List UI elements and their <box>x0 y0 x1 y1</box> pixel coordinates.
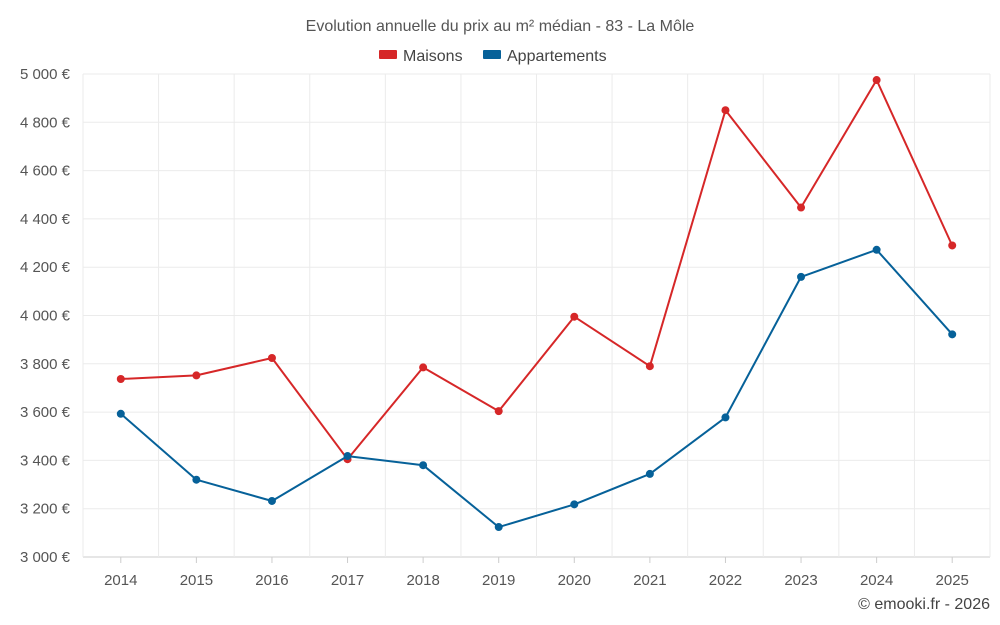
x-tick-label: 2023 <box>784 572 817 589</box>
legend: Maisons Appartements <box>379 48 607 65</box>
x-tick-label: 2020 <box>558 572 591 589</box>
x-tick-label: 2024 <box>860 572 893 589</box>
grid <box>82 73 991 558</box>
data-point-maisons[interactable] <box>419 363 428 372</box>
data-point-appartements[interactable] <box>721 413 730 422</box>
legend-item-appartements[interactable]: Appartements <box>483 48 607 65</box>
x-tick-label: 2018 <box>406 572 439 589</box>
legend-label-maisons: Maisons <box>403 48 463 65</box>
data-point-appartements[interactable] <box>343 452 352 461</box>
data-point-appartements[interactable] <box>570 500 579 509</box>
x-tick-label: 2022 <box>709 572 742 589</box>
y-tick-label: 4 400 € <box>20 211 71 228</box>
y-axis: 3 000 € 3 200 € 3 400 € 3 600 € 3 800 € 4 000… <box>20 66 71 566</box>
legend-item-maisons[interactable]: Maisons <box>379 48 463 65</box>
data-point-appartements[interactable] <box>192 475 201 484</box>
y-tick-label: 3 800 € <box>20 356 71 373</box>
series-line-appartements <box>120 248 953 529</box>
data-point-appartements[interactable] <box>116 409 125 418</box>
data-point-appartements[interactable] <box>645 469 654 478</box>
data-point-appartements[interactable] <box>797 272 806 281</box>
y-tick-label: 4 000 € <box>20 308 71 325</box>
legend-label-appartements: Appartements <box>507 48 607 65</box>
data-point-maisons[interactable] <box>192 371 201 380</box>
x-tick-label: 2025 <box>936 572 969 589</box>
data-point-appartements[interactable] <box>948 330 957 339</box>
data-point-appartements[interactable] <box>267 496 276 505</box>
data-point-maisons[interactable] <box>948 241 957 250</box>
data-point-maisons[interactable] <box>494 407 503 416</box>
y-tick-label: 3 400 € <box>20 452 71 469</box>
data-point-maisons[interactable] <box>872 76 881 85</box>
credit-text: © emooki.fr - 2026 <box>858 596 990 613</box>
data-point-maisons[interactable] <box>570 312 579 321</box>
data-point-maisons[interactable] <box>645 362 654 371</box>
data-point-appartements[interactable] <box>419 461 428 470</box>
x-tick-label: 2014 <box>104 572 137 589</box>
data-point-maisons[interactable] <box>797 203 806 212</box>
series <box>116 76 957 532</box>
data-point-maisons[interactable] <box>116 375 125 384</box>
y-tick-label: 5 000 € <box>20 66 71 83</box>
y-tick-label: 3 200 € <box>20 501 71 518</box>
data-point-maisons[interactable] <box>267 354 276 363</box>
y-tick-label: 4 600 € <box>20 163 71 180</box>
series-line-maisons <box>120 79 954 461</box>
x-tick-label: 2015 <box>180 572 213 589</box>
y-tick-label: 4 200 € <box>20 259 71 276</box>
legend-swatch-maisons <box>379 50 397 59</box>
y-tick-label: 3 000 € <box>20 549 71 566</box>
data-point-appartements[interactable] <box>494 523 503 532</box>
legend-swatch-appartements <box>483 50 501 59</box>
x-axis: 2014 2015 2016 2017 2018 2019 2020 2021 2022 2023… <box>104 557 969 589</box>
x-tick-label: 2019 <box>482 572 515 589</box>
data-point-maisons[interactable] <box>721 106 730 115</box>
x-tick-label: 2017 <box>331 572 364 589</box>
x-tick-label: 2021 <box>633 572 666 589</box>
chart-title: Evolution annuelle du prix au m² médian … <box>306 18 695 35</box>
y-tick-label: 4 800 € <box>20 114 71 131</box>
x-tick-label: 2016 <box>255 572 288 589</box>
y-tick-label: 3 600 € <box>20 404 71 421</box>
data-point-appartements[interactable] <box>872 245 881 254</box>
